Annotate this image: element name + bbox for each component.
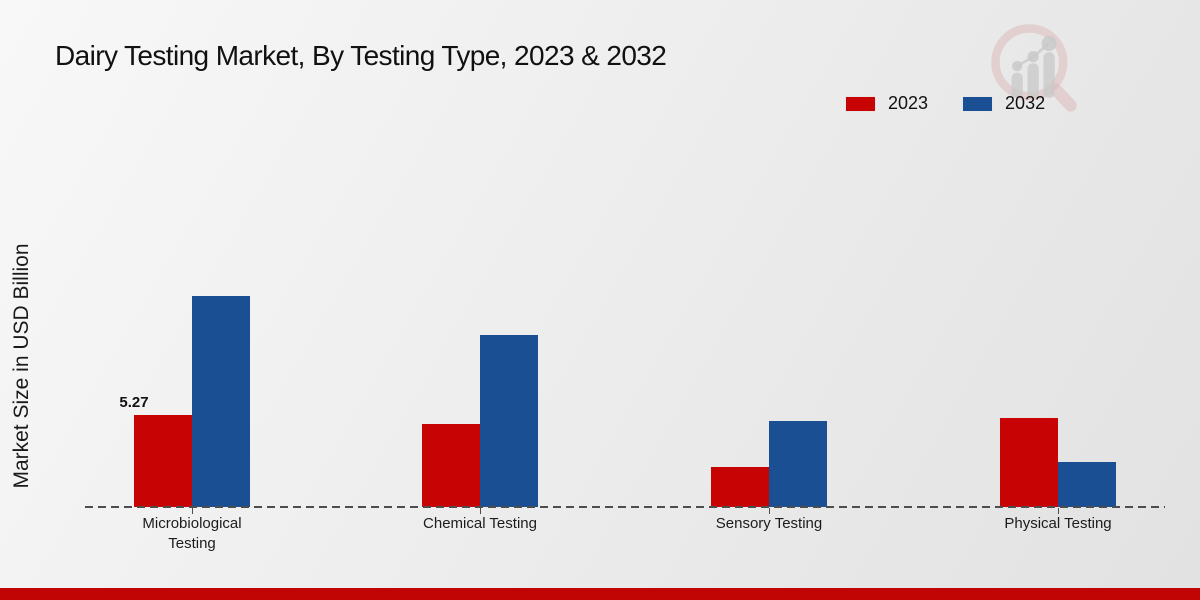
bar-2032-physical-testing: [1058, 462, 1116, 507]
category-label: Sensory Testing: [715, 515, 823, 532]
chart-title: Dairy Testing Market, By Testing Type, 2…: [55, 40, 667, 71]
x-axis-tick: [1058, 508, 1059, 514]
legend-item-2023: 2023: [845, 93, 928, 114]
magnifier-bar-chart-logo-watermark: [991, 24, 1077, 112]
legend-swatch-2032: [962, 95, 994, 112]
legend-item-2032: 2032: [962, 93, 1045, 114]
x-axis-tick: [769, 508, 770, 514]
footer-accent-bar: [0, 588, 1200, 600]
logo-bars: [1011, 51, 1055, 99]
bar-2023-microbiological-testing: [134, 415, 192, 507]
legend-swatch-2023: [845, 95, 876, 112]
x-axis-tick: [480, 508, 481, 514]
bar-2032-chemical-testing: [480, 335, 538, 507]
magnifier-handle: [1049, 83, 1077, 112]
bar-2023-chemical-testing: [422, 424, 480, 507]
legend-label: 2023: [888, 93, 929, 113]
logo-trend-dots: [1011, 35, 1057, 72]
category-label: Chemical Testing: [423, 515, 537, 532]
legend: 2023 2032: [845, 93, 1045, 114]
category-label: Physical Testing: [1004, 515, 1112, 532]
bar-2032-sensory-testing: [769, 421, 827, 507]
bar-value-label: 5.27: [119, 394, 149, 411]
bar-2023-physical-testing: [1000, 418, 1058, 507]
bar-2032-microbiological-testing: [192, 296, 250, 507]
bar-2023-sensory-testing: [711, 467, 769, 507]
legend-label: 2032: [1005, 93, 1046, 113]
x-axis-line: [85, 506, 1165, 508]
x-axis-tick: [192, 508, 193, 514]
category-label: Microbiological Testing: [142, 515, 242, 552]
